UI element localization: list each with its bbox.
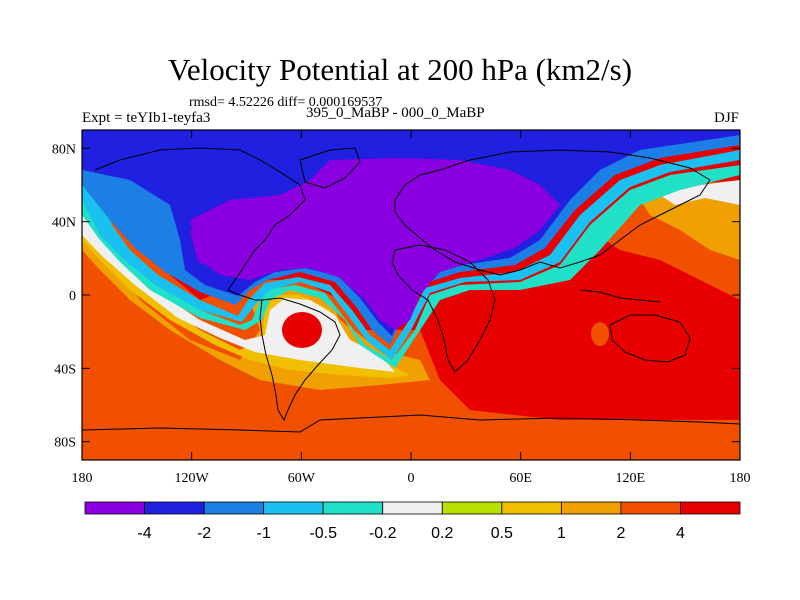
x-tick-label: 120E: [616, 471, 646, 486]
axes: 180 120W 60W 0 60E 120E 180 80N 40N 0 40S 80S: [52, 130, 751, 486]
colorbar: -4 -2 -1 -0.5 -0.2 0.2 0.5 1 2 4: [84, 501, 741, 542]
contour-fill: [82, 130, 740, 460]
colorbar-swatch: [322, 501, 384, 515]
x-tick-label: 0: [408, 471, 415, 486]
colorbar-label: -4: [137, 525, 151, 542]
colorbar-label: -1: [257, 525, 271, 542]
stats-label: rmsd= 4.52226 diff= 0.000169537: [189, 95, 383, 110]
colorbar-label: 4: [676, 525, 685, 542]
coastlines: [82, 147, 740, 433]
colorbar-label: -0.2: [369, 525, 397, 542]
y-tick-label: 80S: [54, 436, 76, 451]
y-tick-label: 0: [69, 289, 76, 304]
colorbar-label: 0.5: [491, 525, 513, 542]
colorbar-swatch: [441, 501, 503, 515]
x-tick-label: 180: [730, 471, 751, 486]
coast-indonesia: [579, 289, 661, 303]
coast-africa: [391, 244, 496, 373]
x-tick-label: 120W: [175, 471, 210, 486]
colorbar-label: 1: [557, 525, 566, 542]
x-tick-label: 60E: [509, 471, 532, 486]
experiment-label: Expt = teYIb1-teyfa3: [82, 110, 211, 126]
colorbar-swatch: [203, 501, 265, 515]
coast-south-america: [259, 297, 341, 422]
colorbar-swatch: [84, 501, 145, 515]
field-red-blob-brazil: [282, 312, 322, 348]
colorbar-label: 2: [616, 525, 625, 542]
colorbar-label: 0.2: [431, 525, 453, 542]
colorbar-swatch: [680, 501, 741, 515]
coast-antarctica: [82, 414, 740, 433]
chart-title: Velocity Potential at 200 hPa (km2/s): [167, 52, 633, 87]
colorbar-label: -2: [197, 525, 211, 542]
y-tick-label: 40S: [54, 362, 76, 377]
field-purple: [190, 158, 560, 330]
colorbar-swatch: [620, 501, 681, 515]
x-tick-label: 180: [72, 471, 93, 486]
colorbar-swatch: [144, 501, 205, 515]
colorbar-swatch: [560, 501, 622, 515]
x-tick-label: 60W: [288, 471, 316, 486]
season-label: DJF: [713, 110, 739, 126]
coast-greenland: [299, 147, 361, 189]
y-tick-label: 40N: [52, 216, 76, 231]
colorbar-label: -0.5: [309, 525, 337, 542]
colorbar-swatch: [501, 501, 562, 515]
colorbar-swatch: [263, 501, 324, 515]
coast-australia: [609, 314, 691, 363]
coast-north-america: [94, 147, 306, 301]
colorbar-swatch: [382, 501, 443, 515]
field-orange-south: [82, 300, 470, 460]
coast-europe-asia: [394, 149, 711, 276]
field-white-east: [660, 180, 740, 205]
field-orange-red: [82, 160, 740, 460]
y-tick-label: 80N: [52, 142, 76, 157]
field-cyan: [82, 165, 740, 368]
field-purple-na: [190, 220, 255, 270]
field-orange-blob: [591, 322, 609, 346]
field-light-blue: [82, 150, 740, 360]
period-label: 395_0_MaBP - 000_0_MaBP: [306, 105, 485, 121]
field-yellow-east: [640, 185, 740, 260]
